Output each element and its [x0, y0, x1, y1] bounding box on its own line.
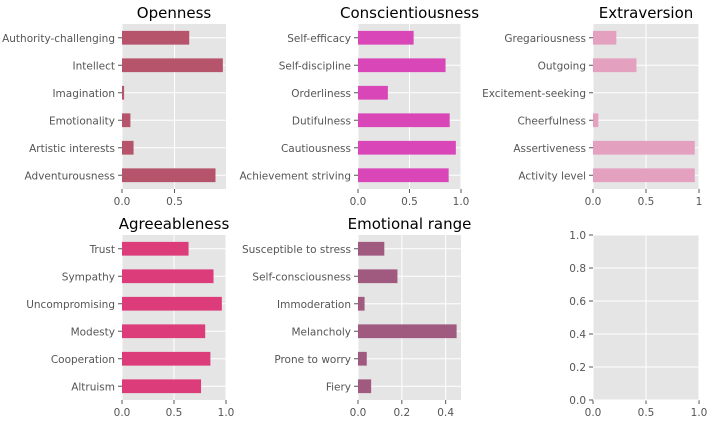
x-tick-label: 0.5	[401, 196, 418, 208]
y-tick-label: Adventurousness	[25, 170, 115, 182]
x-tick-label: 0.0	[350, 407, 367, 419]
bar	[358, 379, 372, 394]
chart-panel-5: 0.0 0.5 1.0 0.0 0.2 0.4 0.6 0.8 1.0	[569, 230, 707, 419]
y-tick-label: Melancholy	[291, 326, 351, 338]
y-tick-label: Outgoing	[538, 60, 586, 72]
bar	[122, 296, 222, 311]
y-tick-label: Self-efficacy	[287, 33, 351, 45]
bar	[593, 168, 695, 183]
bar	[593, 30, 617, 45]
y-tick-label: 0.0	[569, 395, 586, 407]
y-tick-label: 0.4	[569, 329, 586, 341]
bar	[358, 30, 414, 45]
y-tick-label: 0.2	[569, 362, 586, 374]
bar	[122, 85, 125, 100]
bar	[593, 140, 695, 155]
y-tick-label: Prone to worry	[274, 354, 351, 366]
x-tick-label: 0.5	[638, 407, 655, 419]
x-tick-label: 0.5	[166, 407, 183, 419]
bar	[122, 140, 134, 155]
x-tick-label: 0.2	[393, 407, 410, 419]
x-tick-label: 0.0	[114, 196, 131, 208]
bar	[122, 58, 223, 73]
y-tick-label: Orderliness	[291, 88, 351, 100]
chart-title: Openness	[137, 4, 212, 22]
y-tick-label: Achievement striving	[239, 170, 351, 182]
x-tick-label: 1.0	[218, 407, 235, 419]
y-tick-label: Altruism	[71, 381, 115, 393]
bar	[122, 168, 216, 183]
y-tick-label: Uncompromising	[26, 299, 115, 311]
x-tick-label: 0.4	[437, 407, 454, 419]
bar	[593, 58, 637, 73]
x-tick-label: 0.0	[114, 407, 131, 419]
y-tick-label: Immoderation	[277, 299, 351, 311]
chart-panel-2: 0.0 0.5 1 Activity level Assertiveness Cheerf…	[482, 4, 702, 208]
y-tick-label: Self-consciousness	[252, 271, 351, 283]
bar	[122, 324, 206, 339]
x-tick-label: 0.0	[350, 196, 367, 208]
y-tick-label: Intellect	[72, 60, 115, 72]
y-tick-label: 0.6	[569, 296, 586, 308]
chart-title: Emotional range	[348, 215, 472, 233]
bar	[122, 241, 189, 256]
y-tick-label: Cheerfulness	[517, 115, 586, 127]
bar	[358, 113, 450, 128]
y-tick-label: Artistic interests	[29, 143, 115, 155]
y-tick-label: Emotionality	[49, 115, 115, 127]
bar	[358, 324, 457, 339]
y-tick-label: Authority-challenging	[2, 33, 115, 45]
chart-panel-4: 0.0 0.2 0.4 Fiery Prone to worry Melancholy Im…	[242, 215, 471, 419]
bar	[122, 379, 202, 394]
x-tick-label: 1	[696, 196, 703, 208]
bar	[122, 351, 211, 366]
plot-area	[358, 235, 461, 400]
y-tick-label: Activity level	[518, 170, 586, 182]
x-tick-label: 0.0	[585, 196, 602, 208]
y-tick-label: 0.8	[569, 263, 586, 275]
y-tick-label: 1.0	[569, 230, 586, 242]
bar	[358, 296, 365, 311]
bar	[122, 113, 131, 128]
y-tick-label: Excitement-seeking	[482, 88, 586, 100]
bar	[358, 241, 385, 256]
chart-title: Agreeableness	[119, 215, 230, 233]
y-tick-label: Susceptible to stress	[242, 244, 351, 256]
bar	[358, 269, 398, 284]
y-tick-label: Trust	[89, 244, 115, 256]
bar	[358, 168, 449, 183]
y-tick-label: Fiery	[326, 381, 351, 393]
chart-panel-1: 0.0 0.5 1.0 Achievement striving Cautiousnes…	[239, 4, 479, 208]
x-tick-label: 1.0	[453, 196, 470, 208]
y-tick-label: Imagination	[52, 88, 115, 100]
bar	[358, 85, 388, 100]
y-tick-label: Cautiousness	[281, 143, 351, 155]
chart-panel-0: 0.0 0.5 Adventurousness Artistic interests E…	[2, 4, 226, 208]
bar	[593, 113, 599, 128]
y-tick-label: Modesty	[71, 326, 115, 338]
bar	[358, 140, 456, 155]
bar	[358, 58, 446, 73]
y-tick-label: Gregariousness	[504, 33, 586, 45]
bar	[122, 269, 214, 284]
x-tick-label: 1.0	[691, 407, 708, 419]
bar	[358, 351, 367, 366]
y-tick-label: Cooperation	[51, 354, 115, 366]
x-tick-label: 0.5	[638, 196, 655, 208]
y-tick-label: Sympathy	[62, 271, 115, 283]
plot-area	[122, 24, 226, 189]
x-tick-label: 0.5	[166, 196, 183, 208]
bar	[122, 30, 190, 45]
y-tick-label: Self-discipline	[279, 60, 351, 72]
x-tick-label: 0.0	[585, 407, 602, 419]
chart-panel-3: 0.0 0.5 1.0 Altruism Cooperation Modesty Uncom…	[26, 215, 234, 419]
y-tick-label: Dutifulness	[292, 115, 351, 127]
y-tick-label: Assertiveness	[513, 143, 586, 155]
chart-title: Conscientiousness	[340, 4, 479, 22]
chart-title: Extraversion	[599, 4, 694, 22]
